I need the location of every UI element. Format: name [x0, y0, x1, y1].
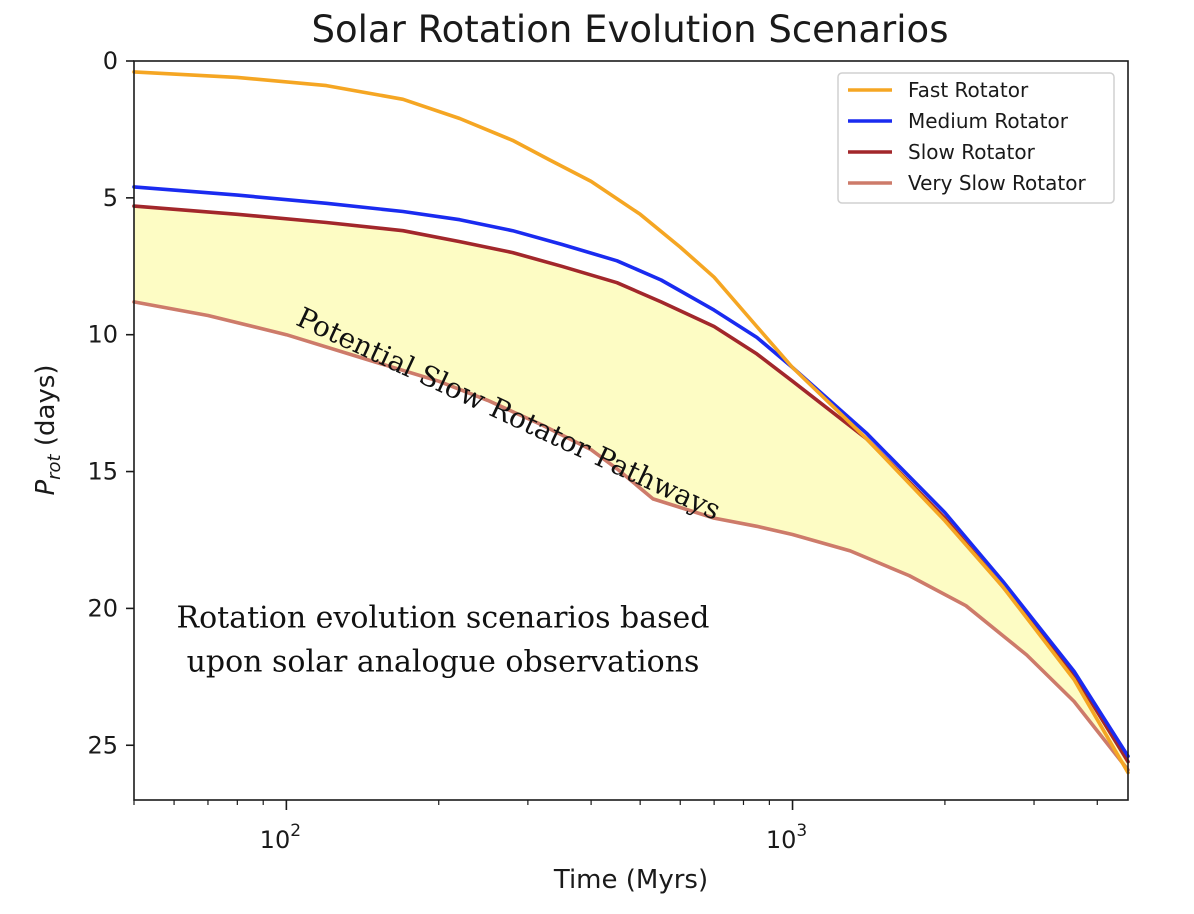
series-line-fast-rotator [132, 70, 1130, 775]
x-tick-label: 102 [260, 821, 301, 854]
legend-box [837, 72, 1115, 204]
x-tick-label-exponent: 2 [290, 821, 301, 841]
chart-title: Solar Rotation Evolution Scenarios [312, 8, 949, 51]
series-line-medium-rotator [132, 185, 1130, 758]
y-axis-label-units: (days) [31, 364, 61, 454]
series-lines [132, 70, 1130, 775]
legend-label: Medium Rotator [908, 109, 1069, 133]
y-axis: 0 5 10 15 20 25 [87, 47, 134, 759]
series-line-very-slow-rotator [132, 300, 1130, 772]
legend-label: Slow Rotator [908, 140, 1036, 164]
y-axis-label: Prot (days) [31, 364, 65, 495]
y-tick-label: 20 [87, 594, 118, 622]
y-tick-label: 15 [87, 458, 118, 486]
y-axis-label-main: P [31, 480, 61, 496]
y-axis-label-subscript: rot [44, 453, 65, 479]
x-tick-label-base: 10 [766, 826, 797, 854]
legend-label: Very Slow Rotator [908, 171, 1086, 195]
slow-rotator-pathways-band [134, 206, 1128, 770]
annotation-text: upon solar analogue observations [187, 644, 700, 679]
plot-frame [133, 60, 1129, 801]
y-tick-label: 25 [87, 731, 118, 759]
y-tick-label: 5 [103, 184, 118, 212]
x-tick-label: 103 [766, 821, 807, 854]
x-axis: 102 103 [133, 800, 1098, 854]
x-axis-label: Time (Myrs) [553, 865, 708, 895]
legend: Fast Rotator Medium Rotator Slow Rotator Ve… [837, 72, 1115, 204]
y-tick-label: 0 [103, 47, 118, 75]
legend-label: Fast Rotator [908, 78, 1029, 102]
x-tick-label-base: 10 [260, 826, 291, 854]
annotation-text: Rotation evolution scenarios based [177, 601, 710, 636]
y-tick-label: 10 [87, 321, 118, 349]
x-tick-label-exponent: 3 [796, 821, 807, 841]
